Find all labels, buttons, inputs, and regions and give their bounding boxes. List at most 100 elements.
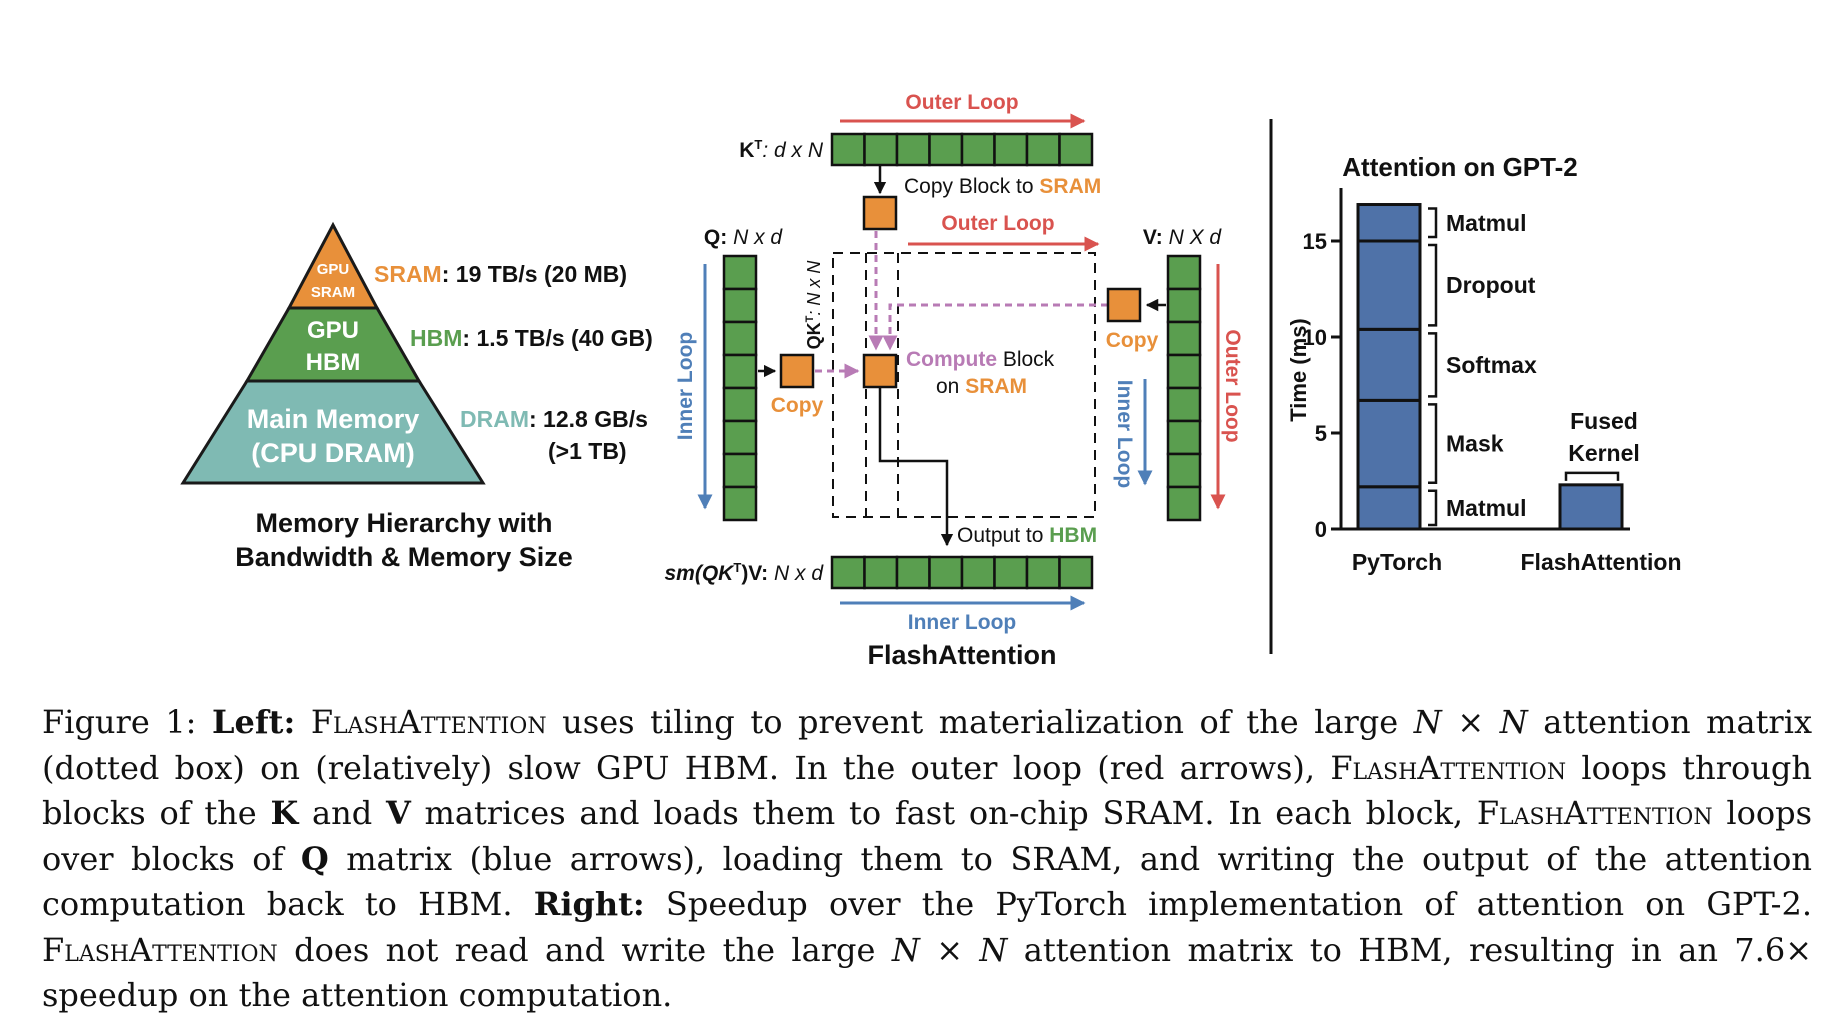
- v-matrix-cell: [1166, 419, 1202, 456]
- compute-block-label-2: on SRAM: [936, 375, 1027, 398]
- kt-matrix-cell: [1058, 132, 1094, 167]
- pyramid-dram-label-2: (CPU DRAM): [251, 438, 414, 468]
- q-matrix-cell: [722, 419, 758, 456]
- figure-caption: Figure 1: Left: FlashAttention uses tili…: [42, 700, 1812, 1019]
- output-matrix-cell: [928, 555, 964, 590]
- output-matrix: [830, 555, 1094, 590]
- caption-text-6: matrix (blue arrows), loading them to SR…: [42, 839, 1813, 924]
- kt-sram-block: [862, 195, 898, 231]
- caption-and: and: [298, 794, 386, 832]
- x-tick-flashattention: FlashAttention: [1521, 549, 1682, 575]
- memory-hierarchy-title-1: Memory Hierarchy with: [255, 508, 552, 538]
- kt-matrix-cell: [928, 132, 964, 167]
- outer-loop-mid-label: Outer Loop: [941, 212, 1054, 235]
- kt-matrix-cell: [830, 132, 866, 167]
- sram-value: : 19 TB/s (20 MB): [442, 261, 627, 287]
- inner-loop-left-label: Inner Loop: [674, 332, 697, 441]
- segment-bracket: [1428, 403, 1438, 485]
- copy-left-label: Copy: [771, 394, 824, 417]
- kt-matrix-label: KT: d x N: [739, 137, 824, 162]
- q-sram-block: [779, 353, 815, 389]
- flashattention-title: FlashAttention: [868, 640, 1057, 670]
- pyramid-sram-label-1: GPU: [317, 261, 350, 278]
- fused-kernel-bracket: [1564, 471, 1620, 481]
- gpt2-attention-chart: Attention on GPT-2 Time (ms) 0 5 10 15 Matmu…: [1286, 152, 1682, 575]
- pytorch-segment-matmul: [1356, 203, 1422, 243]
- caption-text-4: matrices and loads them to fast on-chip …: [410, 794, 1477, 832]
- segment-bracket: [1428, 489, 1438, 527]
- flashattention-segment-fused-kernel: [1558, 483, 1624, 531]
- caption-flashattention-1: FlashAttention: [310, 703, 547, 741]
- segment-bracket: [1428, 207, 1438, 239]
- pyramid-hbm-label-2: HBM: [306, 349, 361, 376]
- compute-sram-block: [862, 353, 898, 389]
- q-matrix-cell: [722, 254, 758, 291]
- caption-text-9: attention matrix to HBM, resulting in an…: [42, 930, 1813, 1015]
- flashattention-diagram: Outer Loop KT: d x N Copy Block to SRAM …: [665, 91, 1245, 670]
- pyramid-hbm-label-1: GPU: [307, 317, 359, 344]
- x-tick-pytorch: PyTorch: [1352, 549, 1442, 575]
- v-matrix-cell: [1166, 320, 1202, 357]
- dram-spec: DRAM: 12.8 GB/s: [460, 406, 648, 432]
- segment-label: Dropout: [1446, 272, 1536, 298]
- figure-1: GPU SRAM GPU HBM Main Memory (CPU DRAM) …: [180, 91, 1682, 670]
- output-matrix-cell: [1058, 555, 1094, 590]
- segment-bracket: [1428, 332, 1438, 398]
- caption-q: Q: [300, 839, 329, 878]
- qkt-matrix-label: QKT: N x N: [804, 260, 824, 350]
- kt-matrix: [830, 132, 1094, 167]
- caption-nxn-1: N × N: [1413, 703, 1528, 741]
- v-matrix-cell: [1166, 353, 1202, 390]
- caption-nxn-2: N × N: [891, 930, 1008, 969]
- pytorch-segment-softmax: [1356, 327, 1422, 402]
- q-matrix-cell: [722, 287, 758, 324]
- v-matrix-cell: [1166, 254, 1202, 291]
- pytorch-segment-mask: [1356, 398, 1422, 489]
- chart-title: Attention on GPT-2: [1342, 152, 1577, 182]
- dram-size: (>1 TB): [548, 438, 627, 464]
- v-sram-block: [1106, 287, 1142, 323]
- caption-v: V: [385, 794, 411, 832]
- hbm-name: HBM: [410, 325, 462, 351]
- sram-spec: SRAM: 19 TB/s (20 MB): [374, 261, 627, 287]
- v-matrix: [1166, 254, 1202, 522]
- pyramid-dram-label-1: Main Memory: [247, 404, 420, 434]
- fused-kernel-label-2: Kernel: [1568, 440, 1640, 466]
- pyramid-sram-layer: [286, 221, 380, 310]
- inner-loop-bottom-label: Inner Loop: [908, 611, 1017, 634]
- caption-left-bold: Left:: [212, 703, 296, 741]
- chart-marks: 0 5 10 15 Matmul Mask Softmax Dropout Matmul: [1303, 188, 1630, 542]
- y-tick-label: 15: [1303, 229, 1327, 254]
- fused-kernel-label-1: Fused: [1570, 408, 1638, 434]
- hbm-spec: HBM: 1.5 TB/s (40 GB): [410, 325, 653, 351]
- kt-matrix-cell: [1025, 132, 1061, 167]
- chart-ylabel: Time (ms): [1286, 318, 1311, 422]
- output-matrix-cell: [830, 555, 866, 590]
- copy-right-label: Copy: [1106, 329, 1159, 352]
- output-label: Output to HBM: [957, 524, 1097, 547]
- q-matrix-cell: [722, 320, 758, 357]
- q-matrix-cell: [722, 452, 758, 489]
- v-matrix-label: V: N X d: [1143, 226, 1223, 249]
- copy-block-label: Copy Block to SRAM: [904, 175, 1101, 198]
- q-matrix-cell: [722, 386, 758, 423]
- output-matrix-cell: [993, 555, 1029, 590]
- caption-k: K: [270, 794, 299, 832]
- y-tick-label: 5: [1315, 421, 1327, 446]
- caption-text-2: attention matrix (dotted box) on (relati…: [42, 703, 1813, 787]
- pyramid-sram-label-2: SRAM: [311, 284, 355, 301]
- segment-label: Matmul: [1446, 495, 1527, 521]
- segment-label: Matmul: [1446, 210, 1527, 236]
- segment-label: Softmax: [1446, 352, 1537, 378]
- caption-flashattention-4: FlashAttention: [42, 930, 278, 969]
- pytorch-segment-matmul: [1356, 485, 1422, 531]
- caption-flashattention-2: FlashAttention: [1330, 748, 1567, 787]
- hbm-value: : 1.5 TB/s (40 GB): [462, 325, 652, 351]
- output-matrix-cell: [863, 555, 899, 590]
- kt-matrix-cell: [993, 132, 1029, 167]
- attention-matrix-dashed-box: [832, 252, 1096, 518]
- inner-loop-right-label: Inner Loop: [1113, 380, 1136, 489]
- output-matrix-label: sm(QKT)V: N x d: [665, 560, 825, 585]
- q-matrix-label: Q: N x d: [704, 226, 784, 249]
- compute-block-label-1: Compute Block: [906, 348, 1055, 371]
